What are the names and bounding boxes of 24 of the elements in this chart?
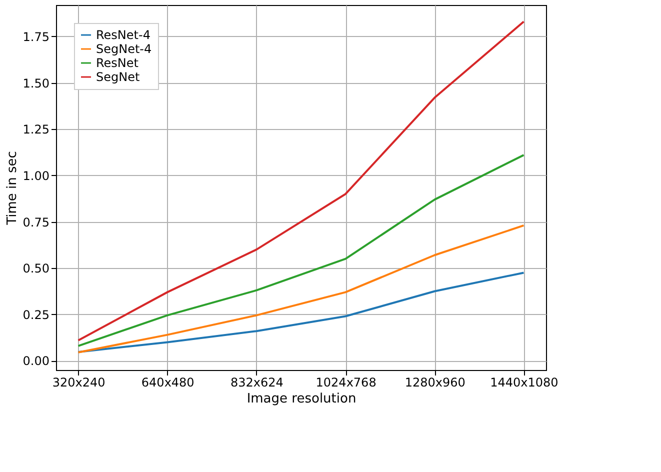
y-tick-label: 0.75 [22,215,50,230]
line-series [77,224,525,354]
x-tick-label: 1440x1080 [490,376,558,390]
y-axis-title: Time in sec [4,151,20,226]
y-tick-label: 0.00 [22,354,50,368]
y-tick-label: 1.25 [22,122,50,137]
line-series [77,20,525,342]
x-tick-label: 832x624 [230,376,284,390]
y-tick-label: 1.75 [22,30,50,44]
x-tick-label: 320x240 [52,376,106,390]
legend-label: ResNet-4 [96,28,150,42]
legend-label: SegNet-4 [96,42,152,56]
x-tick-label: 1024x768 [316,376,376,390]
legend-label: SegNet [96,70,140,84]
x-tick-label: 1280x960 [404,376,466,390]
y-tick-label: 1.50 [22,76,50,90]
line-series [77,154,525,347]
line-series [77,272,525,354]
y-tick-label: 1.00 [22,168,50,183]
x-axis-title: Image resolution [246,392,356,406]
y-tick-label: 0.50 [22,262,50,276]
y-tick-label: 0.25 [22,308,50,322]
x-tick-label: 640x480 [141,376,194,390]
legend-label: ResNet [96,56,139,70]
